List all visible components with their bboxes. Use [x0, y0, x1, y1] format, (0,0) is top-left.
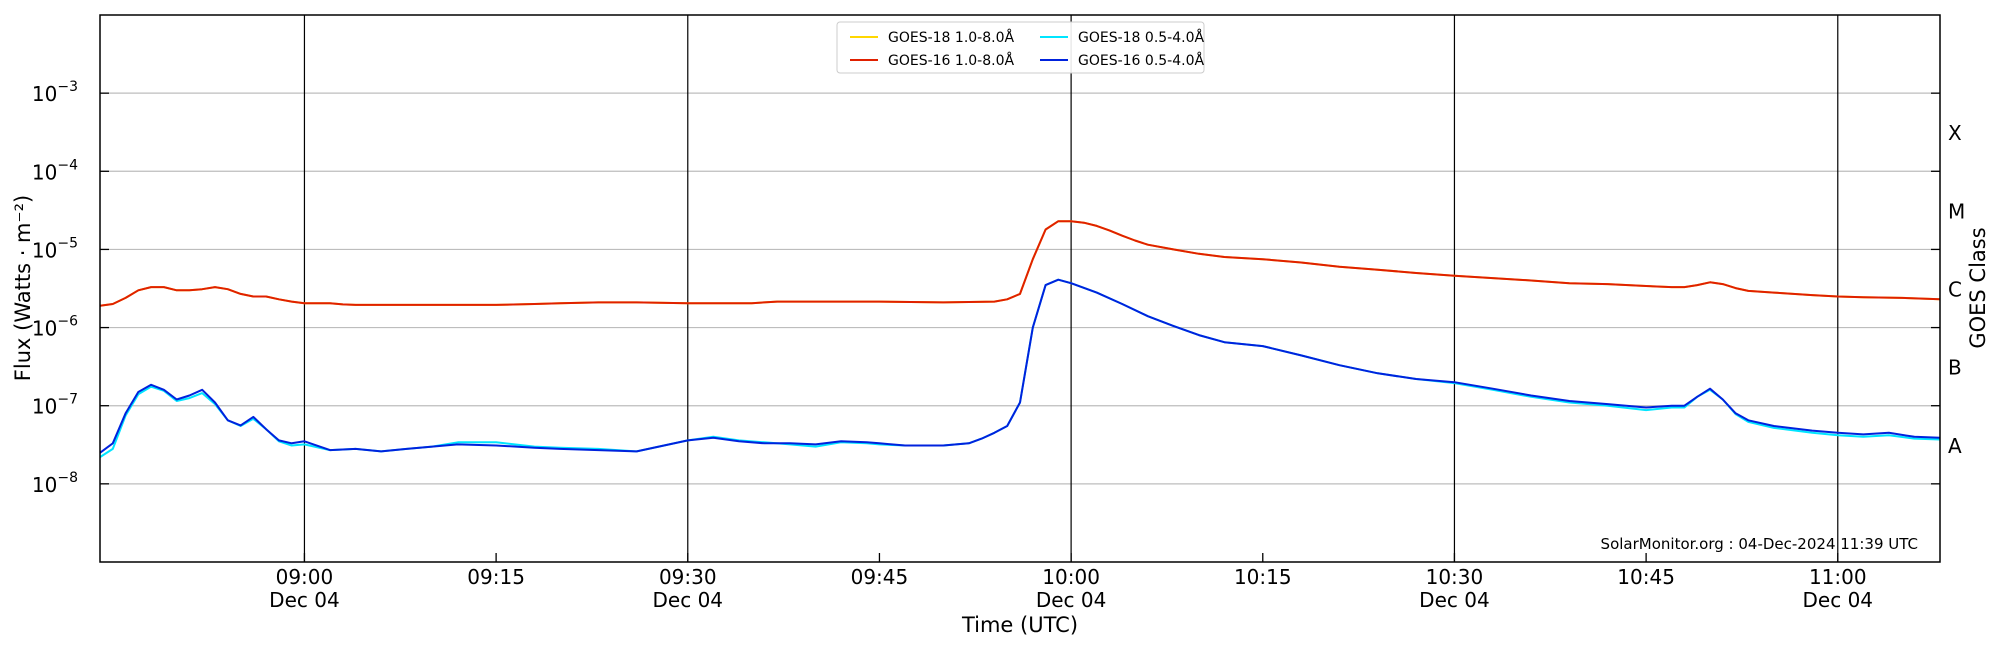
y-tick-exponent: −3 [57, 79, 78, 95]
y-tick-base: 10 [32, 160, 57, 184]
x-tick-label: 09:00 [276, 565, 334, 589]
x-tick-date-label: Dec 04 [1419, 588, 1490, 612]
legend-label: GOES-16 1.0-8.0Å [888, 52, 1014, 69]
x-tick-label: 10:15 [1234, 565, 1292, 589]
y-tick-label: 10−3 [32, 79, 78, 106]
x-tick-label: 10:00 [1042, 565, 1100, 589]
x-tick-label: 09:45 [851, 565, 909, 589]
y-axis-label: Flux (Watts · m⁻²) [11, 195, 35, 381]
y-tick-label: 10−8 [32, 470, 78, 497]
legend: GOES-18 1.0-8.0Å GOES-18 0.5-4.0Å GOES-16 … [836, 21, 1205, 74]
plot-frame [99, 14, 1941, 563]
y-tick-exponent: −6 [57, 314, 78, 330]
goes-class-label: X [1948, 121, 1962, 145]
legend-box [836, 21, 1205, 74]
right-axis-label: GOES Class [1966, 227, 1990, 348]
y-tick-label: 10−4 [32, 157, 78, 184]
x-tick-label: 10:30 [1426, 565, 1484, 589]
x-tick-label: 09:15 [467, 565, 525, 589]
x-tick-date-label: Dec 04 [653, 588, 724, 612]
y-tick-base: 10 [32, 473, 57, 497]
y-tick-exponent: −7 [57, 392, 78, 408]
x-tick-date-label: Dec 04 [269, 588, 340, 612]
goes-class-label: M [1948, 199, 1965, 223]
legend-label: GOES-16 0.5-4.0Å [1078, 52, 1204, 69]
y-tick-base: 10 [32, 82, 57, 106]
series-line [99, 278, 1941, 454]
y-tick-exponent: −8 [57, 470, 78, 486]
goes-class-label: A [1948, 434, 1962, 458]
y-tick-exponent: −5 [57, 235, 78, 251]
x-axis-label: Time (UTC) [961, 613, 1078, 637]
y-axis-ticks: 10−810−710−610−510−410−3 [32, 79, 1940, 497]
grid-layer [100, 92, 1940, 485]
y-tick-label: 10−5 [32, 235, 78, 262]
x-tick-date-label: Dec 04 [1036, 588, 1107, 612]
y-tick-label: 10−6 [32, 314, 78, 341]
goes-class-labels: A B C M X [1948, 121, 1965, 458]
legend-label: GOES-18 1.0-8.0Å [888, 29, 1014, 46]
x-tick-label: 10:45 [1617, 565, 1675, 589]
y-tick-base: 10 [32, 395, 57, 419]
goes-class-label: B [1948, 356, 1962, 380]
goes-class-label: C [1948, 278, 1962, 302]
series-layer [99, 220, 1941, 458]
credit-text: SolarMonitor.org : 04-Dec-2024 11:39 UTC [1601, 535, 1918, 553]
x-tick-label: 09:30 [659, 565, 717, 589]
x-tick-date-label: Dec 04 [1803, 588, 1874, 612]
y-tick-exponent: −4 [57, 157, 78, 173]
x-tick-label: 11:00 [1809, 565, 1867, 589]
day-boundary-lines [303, 15, 1839, 562]
y-tick-label: 10−7 [32, 392, 78, 419]
y-tick-base: 10 [32, 238, 57, 262]
legend-label: GOES-18 0.5-4.0Å [1078, 29, 1204, 46]
series-line [99, 278, 1941, 458]
series-line [99, 220, 1941, 307]
y-tick-base: 10 [32, 317, 57, 341]
